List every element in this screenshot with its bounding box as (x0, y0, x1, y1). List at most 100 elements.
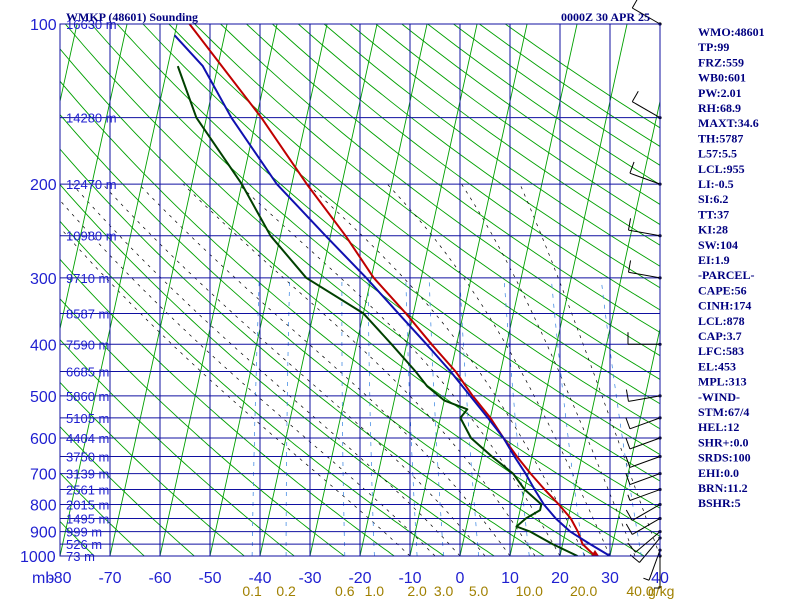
wind-barb-feather (631, 0, 638, 9)
stability-index: LFC:583 (698, 344, 744, 358)
isotherm-line (60, 24, 178, 556)
temperature-tick-label: -30 (298, 570, 321, 587)
mixing-ratio-label: 1.0 (365, 583, 385, 599)
stability-index: SRDS:100 (698, 451, 751, 465)
moist-adiabat-line (72, 183, 461, 556)
wind-barb (632, 504, 661, 521)
height-label: 10980 m (66, 229, 117, 244)
chart-header: WMKP (48601) Sounding 0000Z 30 APR 25 (66, 10, 650, 24)
pressure-temperature-grid (0, 24, 660, 556)
stability-index: EI:1.9 (698, 253, 730, 267)
pressure-tick-label: 900 (30, 525, 57, 542)
dry-adiabat-line (64, 24, 660, 509)
stability-index: EL:453 (698, 359, 736, 373)
temperature-tick-label: -50 (198, 570, 221, 587)
isotherm-line (159, 24, 278, 556)
wind-barbs (625, 0, 662, 589)
height-label: 2561 m (66, 483, 109, 498)
chart-time: 0000Z 30 APR 25 (561, 10, 650, 24)
height-label: 14280 m (66, 111, 117, 126)
height-label: 8587 m (66, 306, 109, 321)
parcel-profile (173, 34, 611, 556)
stability-index: MPL:313 (698, 375, 747, 389)
temperature-tick-label: -40 (248, 570, 271, 587)
stability-index: WMO:48601 (698, 25, 765, 39)
height-label: 5105 m (66, 411, 109, 426)
stability-index: BSHR:5 (698, 496, 741, 510)
stability-index: HEL:12 (698, 420, 739, 434)
isotherm-line (409, 24, 528, 556)
wind-barb-feather (627, 542, 636, 553)
wind-barb-feather (627, 494, 631, 501)
wind-barb-feather (625, 509, 633, 521)
stability-index: LI:-0.5 (698, 177, 734, 191)
height-label: 7590 m (66, 337, 109, 352)
temperature-tick-label: -20 (348, 570, 371, 587)
stability-index: TH:5787 (698, 131, 743, 145)
pressure-tick-label: 400 (30, 337, 57, 354)
wind-barb (632, 518, 661, 535)
isotherm-line (60, 24, 128, 331)
wind-barb-feather (627, 260, 632, 273)
temperature-profile (188, 24, 596, 556)
sounding-profiles (173, 24, 611, 556)
pressure-unit-label: mb (32, 570, 54, 587)
wind-barb-feather (625, 523, 633, 535)
wind-barb (629, 473, 661, 486)
stability-index: L57:5.5 (698, 147, 737, 161)
moist-adiabat-line (387, 183, 611, 556)
mixing-ratio-label: 0.6 (335, 583, 355, 599)
pressure-tick-label: 100 (30, 17, 57, 34)
isotherm-line (209, 24, 328, 556)
mixing-ratio-line (367, 277, 375, 556)
height-label: 3750 m (66, 449, 109, 464)
stability-index: EHI:0.0 (698, 466, 739, 480)
wind-barb (632, 101, 661, 119)
dry-adiabats (60, 24, 660, 556)
stability-index: FRZ:559 (698, 55, 744, 69)
wind-barb (648, 549, 661, 581)
height-label: 526 m (66, 537, 102, 552)
isotherm-line (459, 24, 578, 556)
wind-barb (629, 489, 661, 501)
wind-barb-feather (629, 161, 635, 174)
isotherm-line (0, 24, 27, 556)
stability-index: SHR+:0.0 (698, 435, 749, 449)
chart-title: WMKP (48601) Sounding (66, 10, 198, 24)
wind-barb (629, 417, 661, 430)
height-label: 2015 m (66, 497, 109, 512)
height-label: 999 m (66, 525, 102, 540)
wind-barb (632, 7, 661, 25)
moist-adiabat-line (461, 183, 636, 556)
mixing-ratio-line (428, 277, 444, 556)
moist-adiabat-line (238, 183, 561, 556)
mixing-ratio-line (459, 277, 479, 556)
mixing-ratio-label: 40.0 (626, 583, 653, 599)
wind-barb (635, 531, 661, 553)
mixing-ratio-line (503, 277, 530, 556)
dewpoint-profile (176, 65, 578, 556)
wind-barb-feather (625, 389, 629, 402)
mixing-ratio-line (341, 277, 346, 556)
wind-barb (628, 229, 661, 237)
wind-barb (629, 172, 661, 185)
isotherm-line (559, 99, 660, 556)
stability-index: MAXT:34.6 (698, 116, 759, 130)
wind-barb-feather (625, 455, 631, 468)
stability-index: KI:28 (698, 223, 728, 237)
mixing-ratio-label: 0.1 (242, 583, 262, 599)
temperature-tick-label: 30 (601, 570, 619, 587)
temperature-tick-label: 0 (456, 570, 465, 587)
mixing-ratio-line (285, 277, 291, 556)
wind-barb (639, 537, 661, 563)
stability-index: PW:2.01 (698, 86, 742, 100)
surface-temp-marker (591, 550, 599, 556)
pressure-tick-label: 1000 (20, 549, 56, 566)
stability-index: CAPE:56 (698, 283, 747, 297)
mixing-ratio-line (405, 277, 418, 556)
mixing-ratio-label: 0.2 (276, 583, 296, 599)
stability-index: -PARCEL- (698, 268, 754, 282)
